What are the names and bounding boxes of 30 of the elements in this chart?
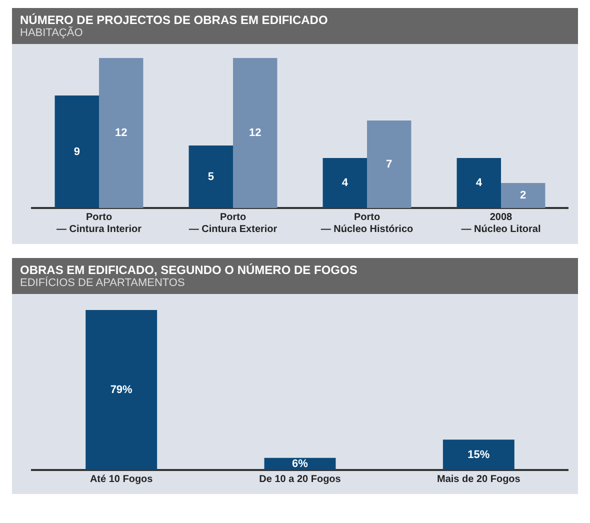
chart-title: OBRAS EM EDIFICADO, SEGUNDO O NÚMERO DE FOGOS — [20, 263, 358, 277]
data-label: 5 — [208, 170, 214, 183]
data-label: 12 — [248, 127, 262, 140]
bar — [233, 58, 278, 208]
bar — [99, 58, 144, 208]
x-tick-label: Porto — Núcleo Histórico — [320, 212, 414, 235]
x-tick-label: Porto — Cintura Exterior — [188, 212, 278, 235]
x-tick-label: 2008 — Núcleo Litoral — [461, 212, 541, 235]
bar — [54, 96, 99, 208]
bar — [367, 120, 412, 208]
bar — [456, 158, 501, 208]
data-label: 15% — [468, 448, 490, 461]
bar — [322, 158, 367, 208]
chart-subtitle: HABITAÇÃO — [20, 27, 84, 39]
data-label: 79% — [110, 384, 133, 396]
data-label: 9 — [74, 146, 80, 158]
x-tick-label: De 10 a 20 Fogos — [259, 474, 342, 485]
data-label: 7 — [386, 158, 392, 170]
x-tick-label: Porto — Cintura Interior — [56, 212, 142, 235]
data-label: 6% — [292, 458, 308, 470]
x-tick-label: Até 10 Fogos — [90, 474, 154, 485]
chart-title: NÚMERO DE PROJECTOS DE OBRAS EM EDIFICADO — [20, 13, 329, 27]
bar — [188, 146, 233, 208]
x-tick-label: Mais de 20 Fogos — [436, 474, 521, 485]
data-label: 12 — [114, 127, 128, 140]
data-label: 2 — [520, 190, 526, 202]
data-label: 4 — [342, 177, 349, 190]
bar — [501, 183, 546, 208]
data-label: 4 — [476, 177, 483, 190]
chart-subtitle: EDIFÍCIOS DE APARTAMENTOS — [20, 277, 186, 289]
